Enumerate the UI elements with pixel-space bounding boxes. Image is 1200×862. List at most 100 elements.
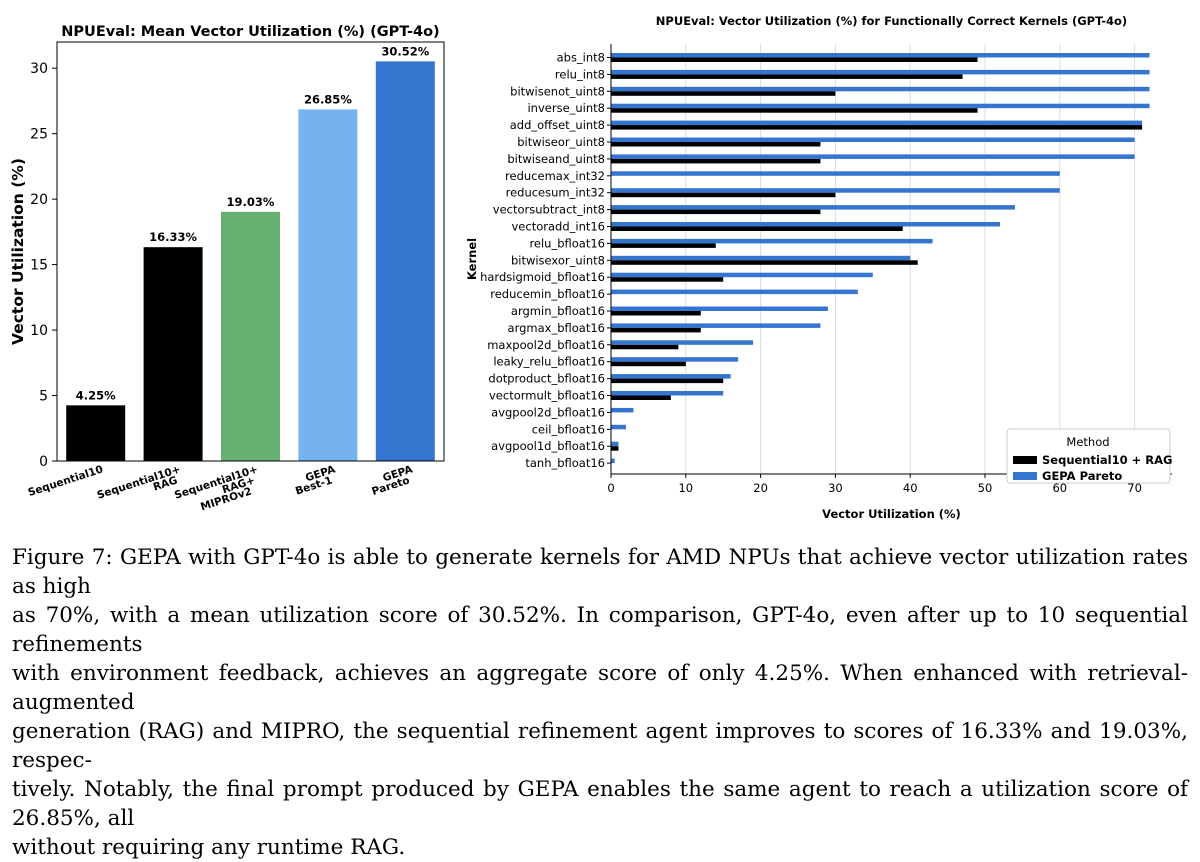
mean-utilization-chart: NPUEval: Mean Vector Utilization (%) (GP… [9, 24, 445, 513]
y-tick-label: inverse_uint8 [527, 101, 605, 115]
y-axis-label: Vector Utilization (%) [9, 158, 27, 345]
bar [375, 61, 435, 461]
y-tick-label: bitwisenot_uint8 [510, 84, 605, 98]
bar-gepa-pareto [611, 137, 1135, 142]
bar-gepa-pareto [611, 222, 1000, 227]
legend-label: GEPA Pareto [1042, 469, 1122, 483]
y-tick-label: bitwisexor_uint8 [511, 253, 605, 267]
bar-gepa-pareto [611, 255, 911, 261]
bar-gepa-pareto [611, 69, 1150, 75]
y-tick-label: add_offset_uint8 [510, 118, 605, 132]
bar-gepa-pareto [611, 323, 821, 328]
y-tick-label: avgpool2d_bfloat16 [491, 405, 605, 419]
y-tick-label: avgpool1d_bfloat16 [491, 439, 605, 453]
bar-value-label: 30.52% [381, 44, 429, 58]
y-tick-label: vectorsubtract_int8 [493, 203, 605, 217]
y-tick-label: argmax_bfloat16 [508, 321, 605, 335]
bar-gepa-pareto [611, 374, 731, 379]
caption-line: without requiring any runtime RAG. [12, 835, 406, 860]
caption-line: Figure 7: GEPA with GPT-4o is able to ge… [12, 545, 1188, 599]
y-tick-label: 10 [30, 323, 48, 339]
y-tick-label: reducemax_int32 [505, 169, 605, 183]
y-tick-label: leaky_relu_bfloat16 [493, 355, 605, 369]
bar-gepa-pareto [611, 289, 858, 295]
y-tick-label: 30 [30, 61, 48, 77]
y-tick-label: vectoradd_int16 [512, 220, 606, 234]
legend-label: Sequential10 + RAG [1042, 453, 1172, 467]
bar-value-label: 4.25% [76, 388, 116, 402]
bar-value-label: 26.85% [304, 92, 352, 106]
legend-swatch [1013, 472, 1037, 480]
bar-gepa-pareto [611, 53, 1150, 58]
y-tick-label: argmin_bfloat16 [511, 304, 605, 318]
x-tick-label: 30 [828, 481, 843, 495]
bar-sequential-rag [611, 74, 963, 79]
y-tick-label: tanh_bfloat16 [525, 456, 605, 470]
y-tick-label: dotproduct_bfloat16 [488, 372, 605, 386]
y-tick-label: 5 [39, 389, 48, 405]
x-tick-label: 20 [753, 481, 768, 495]
chart-title: NPUEval: Vector Utilization (%) for Func… [656, 14, 1127, 28]
bar-gepa-pareto [611, 391, 724, 396]
bar [298, 109, 358, 462]
bar [143, 247, 203, 461]
bar-sequential-rag [611, 277, 724, 282]
legend: Method Sequential10 + RAG GEPA Pareto [1006, 428, 1172, 484]
bar-gepa-pareto [611, 357, 739, 362]
y-tick-label: abs_int8 [557, 51, 605, 65]
bar-gepa-pareto [611, 424, 626, 430]
y-tick-label: reducesum_int32 [506, 186, 605, 200]
y-axis-label: Kernel [465, 238, 479, 280]
y-tick-label: reducemin_bfloat16 [490, 287, 605, 301]
bar-gepa-pareto [611, 154, 1135, 159]
x-tick-label: 10 [678, 481, 693, 495]
bar-gepa-pareto [611, 103, 1150, 109]
bar-sequential-rag [611, 226, 903, 231]
legend-box [1006, 428, 1171, 484]
bar-sequential-rag [611, 361, 686, 367]
bar-gepa-pareto [611, 407, 634, 413]
bar-sequential-rag [611, 243, 716, 248]
plot-frame [56, 41, 445, 462]
y-tick-label: relu_int8 [555, 67, 605, 81]
bar-gepa-pareto [611, 272, 873, 278]
y-tick-label: bitwiseand_uint8 [507, 152, 605, 166]
y-tick-label: 25 [30, 127, 48, 143]
y-tick-label: relu_bfloat16 [529, 236, 605, 250]
bar-gepa-pareto [611, 120, 1143, 126]
bar-value-label: 16.33% [149, 230, 197, 244]
caption-line: as 70%, with a mean utilization score of… [12, 603, 1188, 657]
figure: NPUEval: Mean Vector Utilization (%) (GP… [9, 14, 1172, 521]
bar-sequential-rag [611, 395, 671, 400]
kernel-utilization-chart: NPUEval: Vector Utilization (%) for Func… [465, 14, 1172, 521]
bar-sequential-rag [611, 344, 679, 350]
bar-gepa-pareto [611, 340, 754, 345]
bar-sequential-rag [611, 57, 978, 62]
x-axis-label: Vector Utilization (%) [822, 507, 961, 521]
bar-gepa-pareto [611, 458, 615, 464]
x-tick-label: 40 [903, 481, 918, 495]
bar-gepa-pareto [611, 205, 1015, 210]
bar-gepa-pareto [611, 238, 933, 244]
y-tick-label: bitwiseor_uint8 [517, 135, 605, 149]
bar-sequential-rag [611, 91, 836, 96]
x-tick-label: 50 [978, 481, 993, 495]
bar-sequential-rag [611, 108, 978, 113]
bar-gepa-pareto [611, 441, 619, 447]
chart-title: NPUEval: Mean Vector Utilization (%) (GP… [61, 24, 439, 40]
y-tick-label: ceil_bfloat16 [532, 422, 605, 436]
bar-sequential-rag [611, 446, 619, 451]
bar-sequential-rag [611, 125, 1143, 130]
y-tick-label: vectormult_bfloat16 [489, 389, 605, 403]
y-tick-label: 15 [30, 258, 48, 274]
caption-line: with environment feedback, achieves an a… [12, 661, 1188, 715]
y-tick-label: maxpool2d_bfloat16 [487, 338, 605, 352]
y-tick-label: hardsigmoid_bfloat16 [480, 270, 605, 284]
caption-line: tively. Notably, the final prompt produc… [12, 777, 1188, 831]
x-tick-label: 60 [1052, 481, 1067, 495]
x-tick-label: 70 [1127, 481, 1142, 495]
bar-gepa-pareto [611, 306, 828, 311]
x-tick-label: 0 [607, 481, 614, 495]
bar-sequential-rag [611, 327, 701, 333]
bar-gepa-pareto [611, 86, 1150, 92]
